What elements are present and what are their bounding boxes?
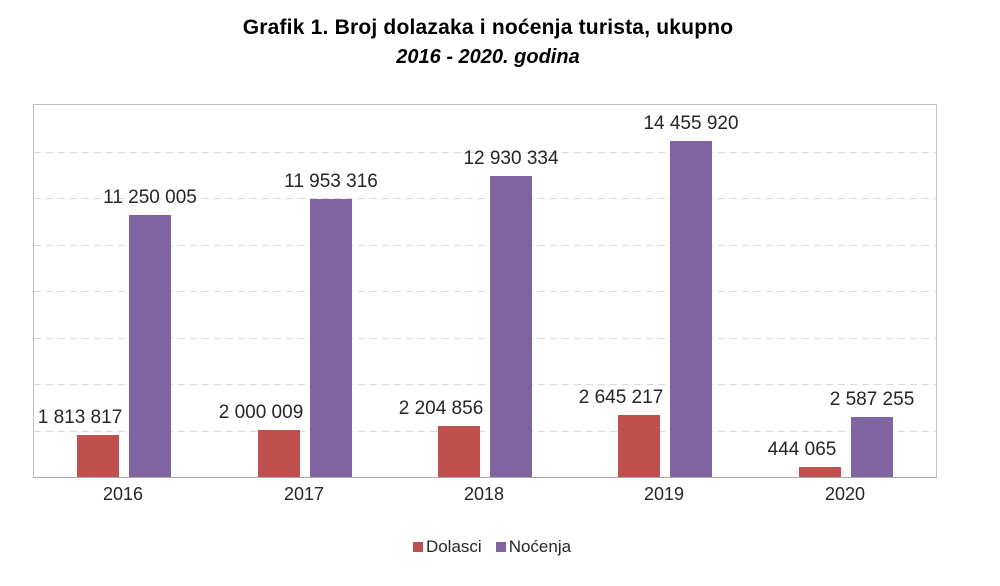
value-label-noćenja-2018: 12 930 334 — [463, 148, 559, 169]
legend-label: Dolasci — [425, 537, 482, 556]
gridline-10000000 — [34, 245, 936, 246]
value-label-noćenja-2017: 11 953 316 — [284, 171, 378, 192]
bar-dolasci-2017 — [258, 430, 300, 477]
gridline-2000000 — [34, 431, 936, 432]
value-label-noćenja-2016: 11 250 005 — [103, 187, 197, 208]
value-label-dolasci-2017: 2 000 009 — [218, 402, 304, 423]
x-axis-label-2016: 2016 — [102, 484, 144, 504]
bar-noćenja-2017 — [310, 199, 352, 477]
bar-noćenja-2018 — [490, 176, 532, 477]
x-axis-label-2017: 2017 — [283, 484, 325, 504]
value-label-noćenja-2019: 14 455 920 — [643, 113, 739, 134]
chart-title: Grafik 1. Broj dolazaka i noćenja turist… — [242, 16, 734, 39]
bar-dolasci-2018 — [438, 426, 480, 477]
value-label-dolasci-2020: 444 065 — [767, 439, 837, 460]
bar-dolasci-2019 — [618, 415, 660, 477]
bar-dolasci-2020 — [799, 467, 841, 477]
value-label-dolasci-2019: 2 645 217 — [578, 387, 664, 408]
bar-noćenja-2020 — [851, 417, 893, 477]
x-axis-label-2020: 2020 — [824, 484, 866, 504]
legend-swatch-icon — [495, 542, 506, 552]
plot-area: 1 813 817 11 250 005 2 000 009 11 953 316 2 … — [33, 104, 937, 478]
bar-dolasci-2016 — [77, 435, 119, 477]
bar-noćenja-2019 — [670, 141, 712, 477]
x-axis-label-2019: 2019 — [643, 484, 685, 504]
gridline-8000000 — [34, 291, 936, 292]
value-label-noćenja-2020: 2 587 255 — [829, 389, 915, 410]
legend: Dolasci Noćenja — [0, 537, 984, 557]
gridline-14000000 — [34, 152, 936, 153]
gridline-4000000 — [34, 384, 936, 385]
gridline-12000000 — [34, 198, 936, 199]
bar-noćenja-2016 — [129, 215, 171, 477]
x-axis-label-2018: 2018 — [463, 484, 505, 504]
value-label-dolasci-2016: 1 813 817 — [37, 407, 123, 428]
value-label-dolasci-2018: 2 204 856 — [398, 398, 484, 419]
gridline-6000000 — [34, 338, 936, 339]
legend-item-noćenja: Noćenja — [495, 537, 572, 557]
chart-subtitle: 2016 - 2020. godina — [396, 46, 580, 68]
legend-label: Noćenja — [508, 537, 572, 556]
legend-item-dolasci: Dolasci — [412, 537, 482, 557]
legend-swatch-icon — [412, 542, 423, 552]
